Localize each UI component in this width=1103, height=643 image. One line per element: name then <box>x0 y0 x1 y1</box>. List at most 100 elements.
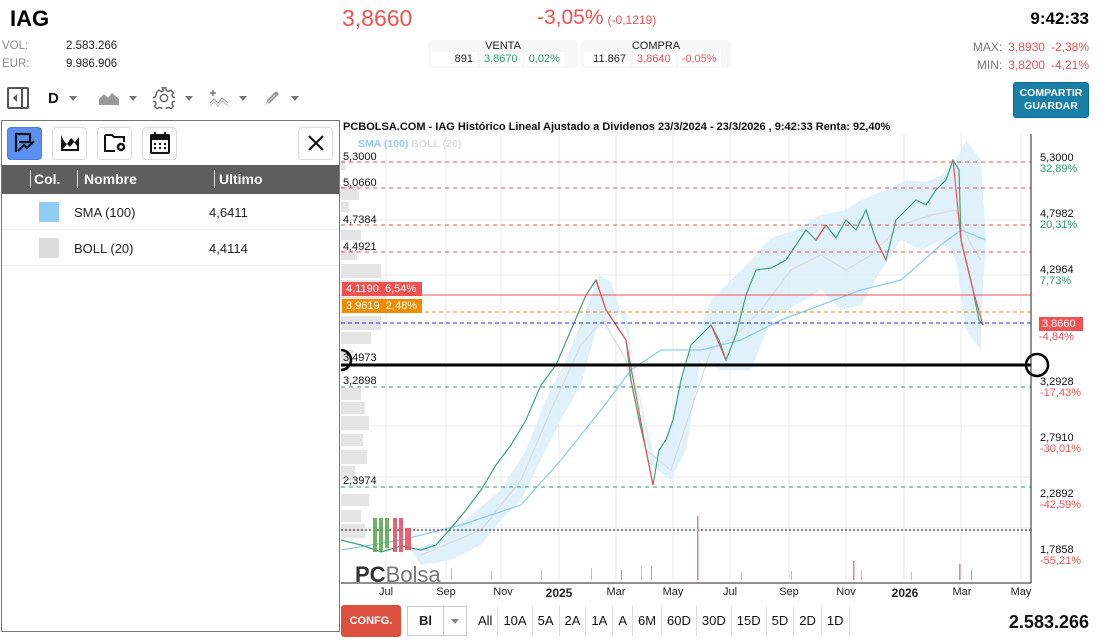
quote-time: 9:42:33 <box>1030 9 1089 28</box>
chevron-down-icon <box>238 95 247 101</box>
tag-pct: 6,54% <box>384 283 417 295</box>
range-60d[interactable]: 60D <box>662 606 697 636</box>
color-swatch[interactable] <box>39 238 59 258</box>
min-pct: -4,21% <box>1050 58 1089 72</box>
indicator-row[interactable]: BOLL (20) 4,4114 <box>2 230 339 266</box>
indicators-button[interactable] <box>209 89 247 107</box>
chevron-down-icon <box>68 95 77 101</box>
price-chart[interactable]: PCBolsa <box>341 120 1103 605</box>
sell-pct: 0,02% <box>524 52 564 66</box>
chart-toolbar: D <box>6 84 315 112</box>
x-axis-label: Sep <box>436 586 456 598</box>
alert-tag-red[interactable]: 4,1190 6,54% <box>342 282 422 296</box>
range-1d[interactable]: 1D <box>822 606 850 636</box>
sell-price: 3,8670 <box>480 52 522 66</box>
level-label: 4,7384 <box>343 214 377 226</box>
change-pct: -3,05% <box>537 6 604 29</box>
pencil-icon <box>264 91 279 106</box>
chart-title: PCBOLSA.COM - IAG Histórico Lineal Ajust… <box>343 121 895 133</box>
chevron-down-icon <box>184 95 193 101</box>
range-30d[interactable]: 30D <box>697 606 732 636</box>
mountain-chart-icon <box>60 135 79 151</box>
range-1a[interactable]: 1A <box>586 606 614 636</box>
share-save-button[interactable]: COMPARTIR GUARDAR <box>1013 82 1089 118</box>
y-axis-label: 1,7858 -55,21% <box>1040 544 1081 567</box>
eur-label: EUR: <box>2 58 30 70</box>
legend-boll[interactable]: BOLL (20) <box>411 138 462 150</box>
range-a[interactable]: A <box>613 606 633 636</box>
range-10a[interactable]: 10A <box>498 606 533 636</box>
settings-button[interactable] <box>152 87 193 109</box>
period-value: D <box>48 89 59 107</box>
y-axis-label: 5,3000 32,89% <box>1040 152 1078 175</box>
y-axis-label: 2,7910 -30,01% <box>1040 432 1081 455</box>
chevron-down-icon <box>290 95 299 101</box>
tag-price: 4,1190 <box>346 283 379 295</box>
x-axis-label: Nov <box>493 586 513 598</box>
chart-type-button[interactable] <box>98 91 137 105</box>
tag-pct: 2,48% <box>385 300 417 312</box>
save-label: GUARDAR <box>1024 100 1078 112</box>
close-panel-button[interactable] <box>298 126 333 160</box>
change-abs: (-0,1219) <box>607 13 657 27</box>
color-swatch[interactable] <box>39 202 59 222</box>
eur-value: 9.986.906 <box>66 58 118 70</box>
legend-sma[interactable]: SMA (100) <box>358 138 409 150</box>
range-15d[interactable]: 15D <box>732 606 767 636</box>
range-2a[interactable]: 2A <box>560 606 587 636</box>
col-header-name: Nombre <box>84 171 137 187</box>
range-5a[interactable]: 5A <box>533 606 560 636</box>
add-indicator-icon <box>209 90 229 107</box>
scale-selector[interactable]: Bl <box>407 606 467 636</box>
range-6m[interactable]: 6M <box>633 606 663 636</box>
sidebar-toggle-icon <box>7 87 29 109</box>
templates-tab-button[interactable] <box>97 126 132 160</box>
x-axis-label: May <box>662 586 684 598</box>
indicator-name: BOLL (20) <box>74 241 134 256</box>
x-axis-label: Mar <box>606 586 626 598</box>
scale-value: Bl <box>408 607 444 635</box>
sidebar-toggle-button[interactable] <box>6 86 30 110</box>
level-label: 5,3000 <box>343 151 377 163</box>
x-axis-label: Jul <box>722 586 738 598</box>
indicator-last: 4,6411 <box>209 205 248 220</box>
config-button[interactable]: CONFG. <box>341 605 401 637</box>
alert-tag-orange[interactable]: 3,9619 2,48% <box>342 299 422 313</box>
indicator-last: 4,4114 <box>209 241 248 256</box>
panel-toolbar <box>2 121 339 165</box>
line-handle-right <box>1024 352 1050 378</box>
last-price: 3,8660 <box>342 5 413 31</box>
x-axis-label: 2026 <box>891 586 919 600</box>
calendar-tab-button[interactable] <box>142 126 177 160</box>
max-value: 3,8930 <box>1008 40 1045 54</box>
period-selector[interactable]: D <box>48 90 77 107</box>
y-axis-label: 4,2964 7,73% <box>1040 264 1074 287</box>
range-5d[interactable]: 5D <box>767 606 795 636</box>
indicator-name: SMA (100) <box>74 205 136 220</box>
min-value: 3,8200 <box>1008 58 1045 72</box>
level-label: 3,4973 <box>343 352 377 364</box>
indicator-table-header: Col. Nombre Ultimo <box>2 165 339 194</box>
y-axis-label: 4,7982 20,31% <box>1040 208 1078 231</box>
sell-qty: 891 <box>431 52 477 66</box>
min-stat: MIN: 3,8200 -4,21% <box>977 58 1089 72</box>
x-axis-label: May <box>1010 586 1032 598</box>
indicator-chart-icon <box>14 132 35 152</box>
level-label: 2,3974 <box>343 475 377 487</box>
chevron-down-icon <box>128 95 137 101</box>
x-axis-label: Jul <box>378 586 394 598</box>
col-header-color: Col. <box>34 171 61 187</box>
indicators-tab-button[interactable] <box>7 126 42 160</box>
draw-tools-button[interactable] <box>263 89 299 107</box>
watermark: PCBolsa <box>355 562 441 587</box>
calendar-icon <box>149 132 170 154</box>
area-chart-icon <box>98 93 119 105</box>
level-label: 5,0660 <box>343 177 377 189</box>
indicator-row[interactable]: SMA (100) 4,6411 <box>2 194 339 230</box>
overlay-tab-button[interactable] <box>52 126 87 160</box>
range-2d[interactable]: 2D <box>794 606 822 636</box>
sell-box: VENTA 891 3,8670 0,02% <box>428 40 578 68</box>
range-all[interactable]: All <box>473 606 499 636</box>
buy-pct: -0,05% <box>677 52 721 66</box>
tag-price: 3,9619 <box>346 300 380 312</box>
